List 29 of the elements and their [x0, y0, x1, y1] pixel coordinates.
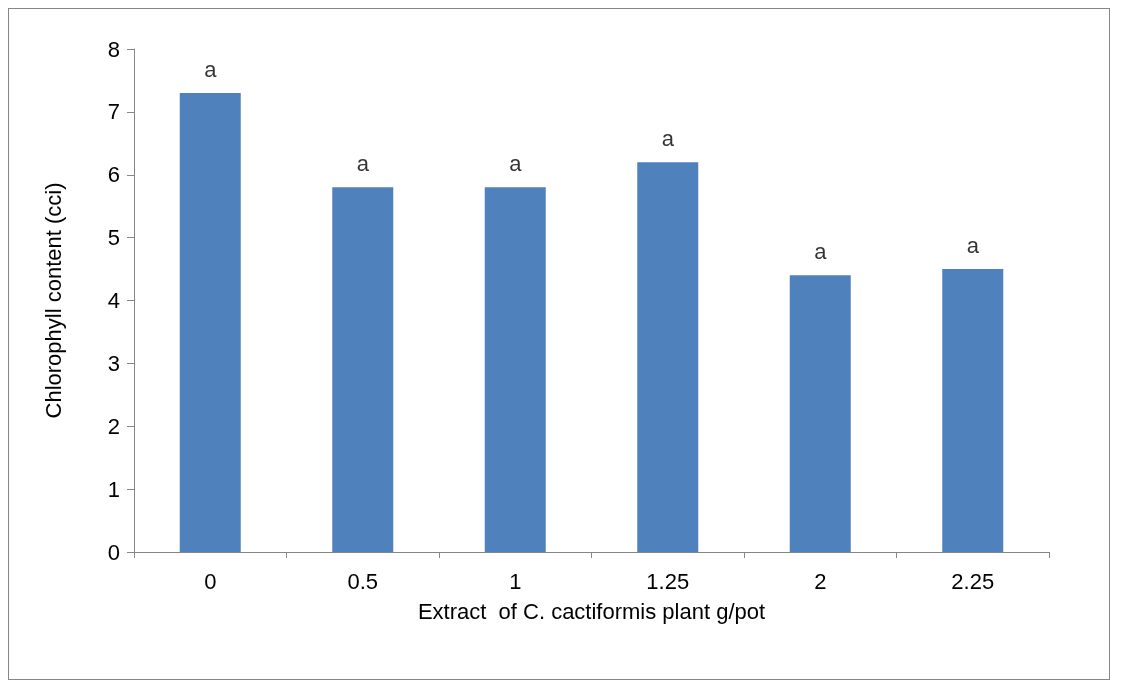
x-tick-label: 1.25: [646, 568, 690, 594]
x-tick-label: 2: [814, 568, 827, 594]
x-tick-label: 2.25: [951, 568, 995, 594]
y-tick-label: 0: [107, 539, 120, 565]
y-tick-label: 8: [107, 36, 120, 62]
y-tick-label: 1: [107, 476, 120, 502]
bar: [332, 187, 394, 552]
bar: [942, 269, 1004, 552]
x-tick-label: 0.5: [347, 568, 379, 594]
x-tick-label: 0: [204, 568, 217, 594]
y-tick-label: 5: [107, 225, 120, 251]
bar: [484, 187, 546, 552]
x-tick-label: 1: [509, 568, 522, 594]
y-tick-label: 4: [107, 288, 120, 313]
bar: [789, 275, 851, 552]
bar: [179, 93, 241, 552]
y-tick-label: 3: [107, 350, 120, 376]
y-tick-label: 2: [107, 413, 120, 439]
annotation: a: [509, 150, 523, 176]
annotation: a: [966, 232, 980, 258]
bar: [637, 162, 699, 552]
annotation: a: [356, 150, 370, 176]
annotation: a: [204, 56, 218, 82]
y-axis-title: Chlorophyll content (cci): [40, 182, 66, 419]
x-axis-title: Extract of C. cactiformis plant g/pot: [417, 598, 766, 624]
annotation: a: [814, 238, 828, 264]
y-tick-label: 6: [107, 162, 120, 188]
annotation: a: [661, 125, 675, 151]
y-tick-label: 7: [107, 99, 120, 125]
